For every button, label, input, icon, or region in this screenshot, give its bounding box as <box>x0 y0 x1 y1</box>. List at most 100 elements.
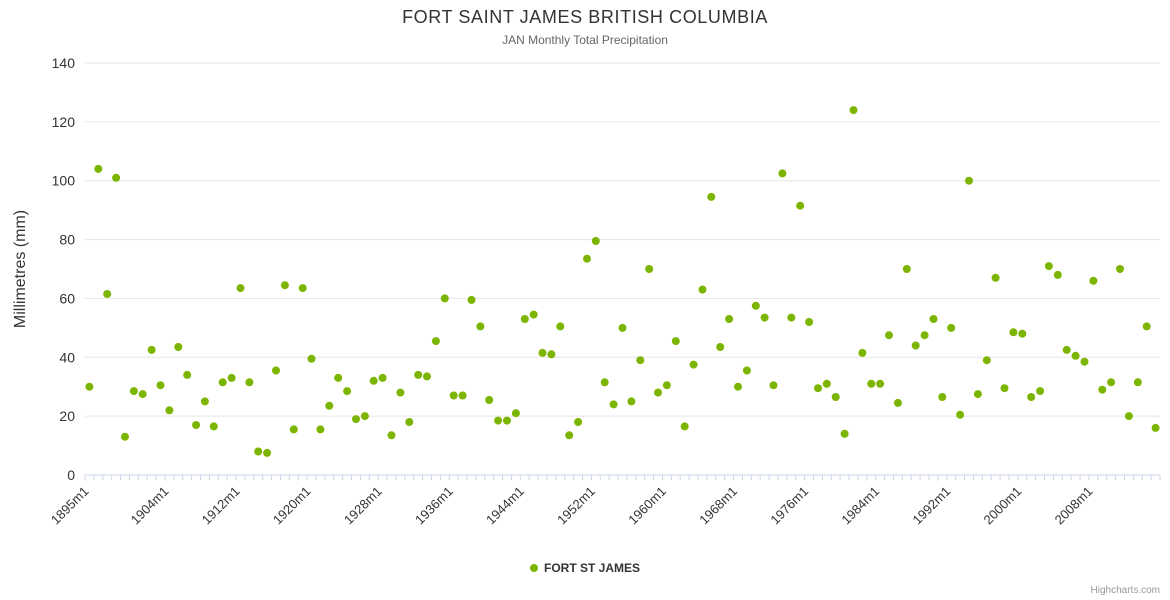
data-point[interactable] <box>1000 384 1009 393</box>
data-point[interactable] <box>547 350 556 359</box>
data-point[interactable] <box>138 390 147 399</box>
data-point[interactable] <box>858 348 867 357</box>
data-point[interactable] <box>982 356 991 365</box>
data-point[interactable] <box>396 388 405 397</box>
data-point[interactable] <box>591 237 600 245</box>
data-point[interactable] <box>742 366 751 375</box>
data-point[interactable] <box>112 173 121 182</box>
data-point[interactable] <box>1098 385 1107 394</box>
data-point[interactable] <box>103 290 112 298</box>
data-point[interactable] <box>751 301 760 310</box>
data-point[interactable] <box>503 416 511 425</box>
data-point[interactable] <box>85 382 94 391</box>
data-point[interactable] <box>1089 276 1098 285</box>
data-point[interactable] <box>618 323 627 332</box>
data-point[interactable] <box>1080 357 1089 366</box>
data-point[interactable] <box>414 370 423 379</box>
data-point[interactable] <box>814 384 822 393</box>
data-point[interactable] <box>707 192 716 201</box>
data-point[interactable] <box>574 418 583 426</box>
data-point[interactable] <box>245 378 254 387</box>
data-point[interactable] <box>583 254 591 263</box>
data-point[interactable] <box>1044 262 1053 271</box>
data-point[interactable] <box>778 169 787 178</box>
data-point[interactable] <box>734 382 742 391</box>
data-point[interactable] <box>289 425 298 434</box>
data-point[interactable] <box>698 285 707 294</box>
data-point[interactable] <box>94 164 103 173</box>
data-point[interactable] <box>769 381 778 390</box>
data-point[interactable] <box>520 315 529 323</box>
data-point[interactable] <box>991 273 1000 282</box>
data-point[interactable] <box>973 390 982 399</box>
data-point[interactable] <box>911 341 920 350</box>
data-point[interactable] <box>1053 270 1062 279</box>
data-point[interactable] <box>662 381 671 390</box>
data-point[interactable] <box>209 422 218 431</box>
data-point[interactable] <box>254 447 263 456</box>
data-point[interactable] <box>227 373 236 382</box>
data-point[interactable] <box>689 360 698 369</box>
data-point[interactable] <box>885 331 893 340</box>
data-point[interactable] <box>440 294 449 303</box>
data-point[interactable] <box>236 284 245 293</box>
highcharts-credits-link[interactable]: Highcharts.com <box>1090 585 1160 596</box>
data-point[interactable] <box>183 370 192 379</box>
data-point[interactable] <box>565 431 574 440</box>
data-point[interactable] <box>1027 393 1036 401</box>
data-point[interactable] <box>1036 387 1045 396</box>
data-point[interactable] <box>831 393 840 401</box>
data-point[interactable] <box>1062 345 1071 354</box>
data-point[interactable] <box>458 391 467 400</box>
data-point[interactable] <box>343 387 352 396</box>
data-point[interactable] <box>556 322 565 331</box>
data-point[interactable] <box>609 400 618 409</box>
data-point[interactable] <box>494 416 503 425</box>
data-point[interactable] <box>1151 423 1160 432</box>
data-point[interactable] <box>316 425 325 434</box>
data-point[interactable] <box>369 376 378 385</box>
data-point[interactable] <box>867 379 876 388</box>
data-point[interactable] <box>902 265 911 273</box>
data-point[interactable] <box>334 373 343 382</box>
data-point[interactable] <box>716 343 725 351</box>
data-point[interactable] <box>423 372 431 381</box>
data-point[interactable] <box>893 398 902 407</box>
data-point[interactable] <box>876 379 885 388</box>
data-point[interactable] <box>147 345 156 354</box>
data-point[interactable] <box>467 295 476 304</box>
data-point[interactable] <box>849 106 858 115</box>
data-point[interactable] <box>192 421 201 429</box>
data-point[interactable] <box>431 337 440 346</box>
data-point[interactable] <box>1009 328 1018 337</box>
data-point[interactable] <box>636 356 645 365</box>
data-point[interactable] <box>965 176 973 185</box>
data-point[interactable] <box>449 391 458 400</box>
data-point[interactable] <box>654 388 662 397</box>
data-point[interactable] <box>511 409 520 418</box>
data-point[interactable] <box>822 379 831 388</box>
data-point[interactable] <box>938 393 947 401</box>
data-point[interactable] <box>671 337 680 346</box>
data-point[interactable] <box>787 313 796 322</box>
data-point[interactable] <box>156 381 165 390</box>
data-point[interactable] <box>920 331 929 340</box>
data-point[interactable] <box>485 396 494 404</box>
data-point[interactable] <box>280 281 289 290</box>
data-point[interactable] <box>1133 378 1142 387</box>
data-point[interactable] <box>387 431 396 440</box>
data-point[interactable] <box>805 318 814 326</box>
data-point[interactable] <box>1071 351 1080 360</box>
data-point[interactable] <box>1107 378 1116 387</box>
data-point[interactable] <box>129 387 138 396</box>
data-point[interactable] <box>627 397 636 406</box>
data-point[interactable] <box>796 201 805 210</box>
data-point[interactable] <box>538 348 547 357</box>
data-point[interactable] <box>645 265 654 273</box>
data-point[interactable] <box>600 378 609 387</box>
data-point[interactable] <box>174 343 183 351</box>
data-point[interactable] <box>307 354 316 363</box>
data-point[interactable] <box>1124 412 1133 421</box>
data-point[interactable] <box>272 366 280 375</box>
data-point[interactable] <box>840 429 849 438</box>
